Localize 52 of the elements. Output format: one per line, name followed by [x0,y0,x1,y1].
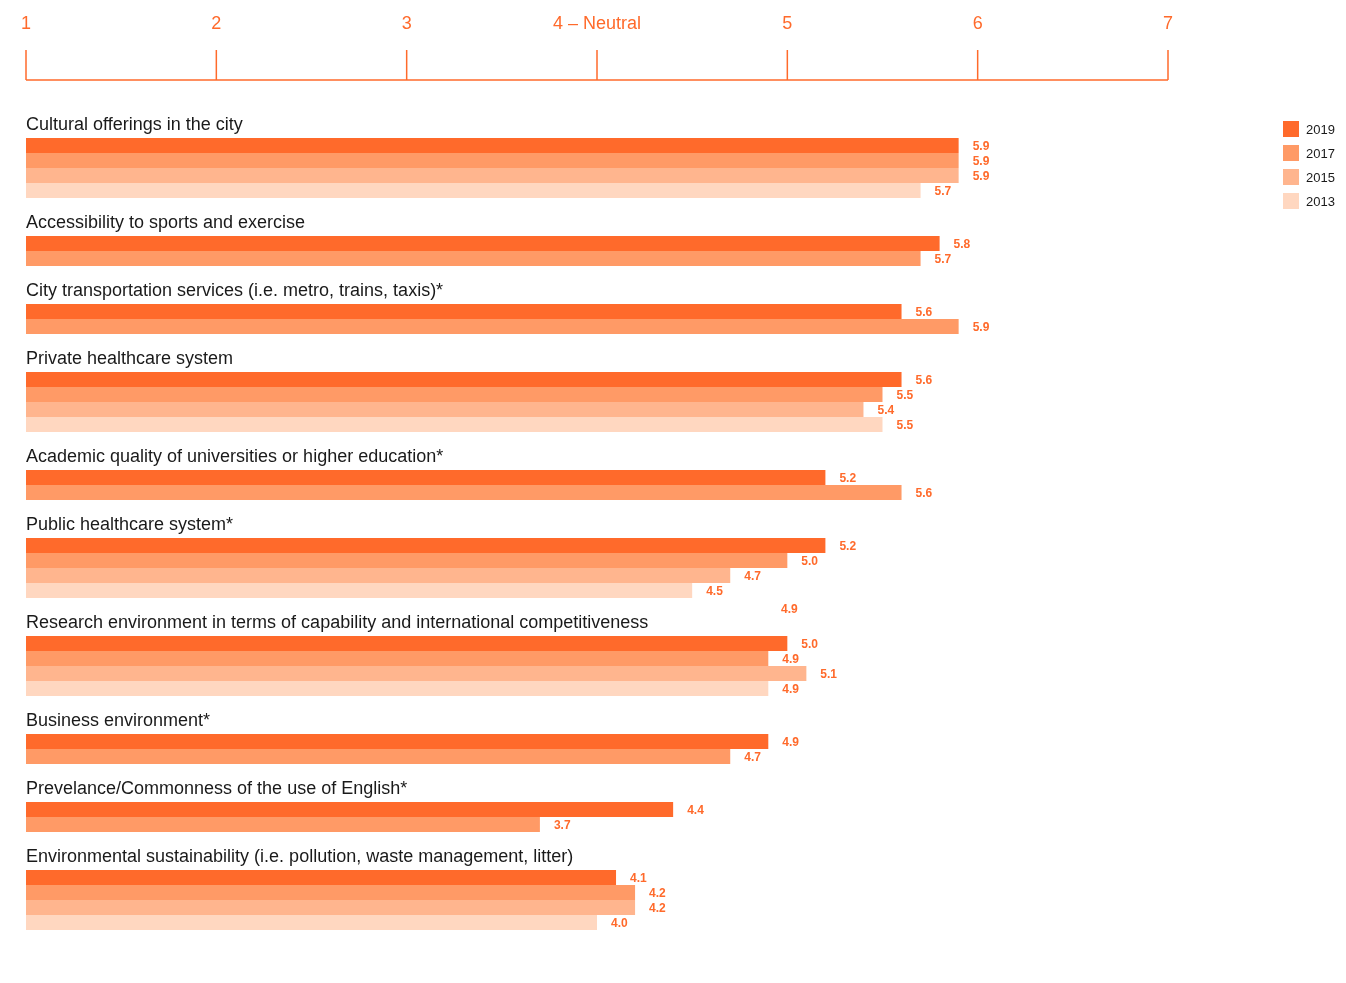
data-label: 4.1 [630,871,648,885]
data-label: 5.4 [877,403,895,417]
data-label: 4.7 [744,750,762,764]
x-tick-label: 6 [972,13,983,33]
x-tick-label: 5 [782,13,793,33]
x-tick-label: 2 [211,13,222,33]
data-label: 5.7 [934,184,952,198]
y-tick-label: Cultural offerings in the city [26,114,243,134]
data-label: 4.5 [706,584,724,598]
legend-label: 2019 [1306,122,1335,137]
data-label: 5.2 [839,471,857,485]
y-tick-label: Environmental sustainability (i.e. pollution, waste management, litter) [26,846,574,866]
y-tick-label: Public healthcare system* [26,514,234,534]
y-tick-label: Academic quality of universities or higher education* [26,446,444,466]
y-tick-label: Business environment* [26,710,211,730]
data-label: 4.9 [782,735,800,749]
data-label: 5.5 [896,418,914,432]
data-label: 5.6 [915,373,933,387]
x-tick-label: 7 [1162,13,1174,33]
y-tick-label: Private healthcare system [26,348,234,368]
data-label: 4.4 [687,803,705,817]
data-label: 5.0 [801,554,819,568]
data-label: 4.9 [782,682,800,696]
data-label: 4.7 [744,569,762,583]
x-tick-label: 1 [20,13,32,33]
data-label: 5.2 [839,539,857,553]
legend-label: 2013 [1306,194,1335,209]
y-tick-label: Prevelance/Commonness of the use of English* [26,778,408,798]
data-label: 5.1 [820,667,838,681]
y-tick-label: Accessibility to sports and exercise [26,212,306,232]
data-label: 5.7 [934,252,952,266]
data-label: 5.9 [972,320,990,334]
legend-label: 2015 [1306,170,1335,185]
data-label: 5.0 [801,637,819,651]
y-tick-label: City transportation services (i.e. metro, trains, taxis)* [26,280,444,300]
data-label: 4.9 [782,652,800,666]
data-label: 5.9 [972,139,990,153]
data-label: 5.9 [972,169,990,183]
y-tick-label: Research environment in terms of capability and international competitiveness [26,612,649,632]
x-tick-label: 4 – Neutral [552,13,642,33]
annotation: 4.9 [781,602,799,616]
data-label: 4.2 [649,901,667,915]
legend-label: 2017 [1306,146,1335,161]
data-label: 5.8 [953,237,971,251]
data-label: 4.0 [611,916,629,930]
data-label: 5.5 [896,388,914,402]
x-tick-label: 3 [401,13,412,33]
data-label: 5.6 [915,305,933,319]
data-label: 5.9 [972,154,990,168]
data-label: 4.2 [649,886,667,900]
data-label: 3.7 [553,818,571,832]
data-label: 5.6 [915,486,933,500]
